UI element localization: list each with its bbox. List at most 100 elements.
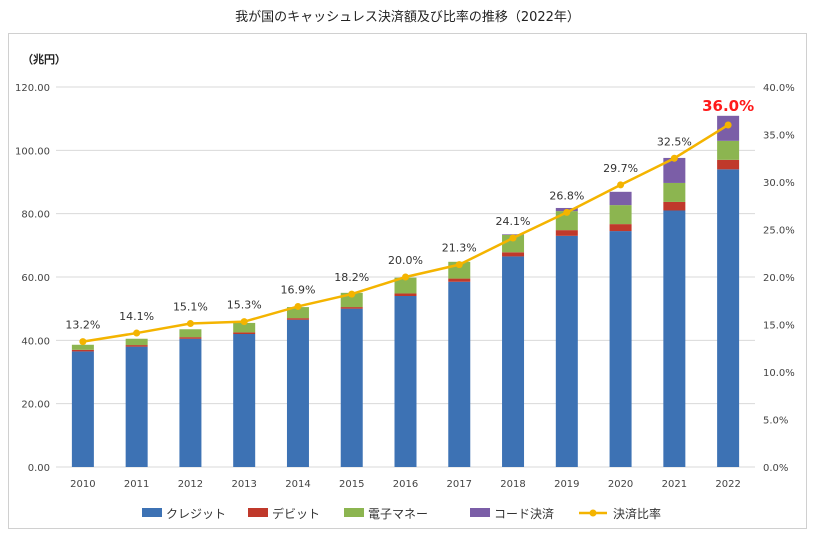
x-tick-label: 2022 (715, 479, 740, 490)
bar-segment (394, 277, 417, 294)
bar-segment (555, 235, 578, 467)
y2-tick-label: 0.0% (763, 463, 788, 474)
x-tick-label: 2011 (124, 479, 149, 490)
y2-tick-label: 15.0% (763, 321, 795, 332)
rate-point (186, 320, 194, 328)
bar-segment (286, 318, 309, 320)
bar-segment (717, 140, 740, 160)
bar-segment (179, 337, 202, 339)
bar-segment (394, 296, 417, 467)
bar-segment (502, 234, 525, 253)
bar-segment (125, 338, 148, 346)
y2-tick-label: 40.0% (763, 83, 795, 94)
bar-segment (233, 332, 256, 334)
bar-segment (125, 345, 148, 347)
x-tick-label: 2020 (608, 479, 633, 490)
bar-segment (717, 159, 740, 170)
rate-point (455, 261, 463, 269)
rate-point (563, 208, 571, 216)
legend-swatch (142, 508, 162, 517)
bar-segment (179, 329, 202, 338)
x-tick-label: 2017 (447, 479, 472, 490)
legend-swatch (470, 508, 490, 517)
rate-label: 16.9% (280, 283, 315, 296)
bar-segment (394, 293, 417, 296)
bar-segment (340, 307, 363, 309)
rate-point (79, 338, 87, 346)
legend-label: 決済比率 (613, 506, 661, 521)
rate-label: 32.5% (657, 135, 692, 148)
bar-segment (233, 322, 256, 333)
bar-segment (71, 351, 94, 467)
y-tick-label: 40.00 (21, 336, 50, 347)
x-tick-label: 2016 (393, 479, 418, 490)
rate-point (509, 234, 517, 242)
page-title: 我が国のキャッシュレス決済額及び比率の推移（2022年） (235, 10, 580, 25)
bar-segment (663, 157, 686, 183)
rate-label: 15.1% (173, 301, 208, 314)
bar-segment (502, 252, 525, 257)
rate-point (724, 121, 732, 129)
rate-point (617, 181, 625, 189)
rate-label: 29.7% (603, 162, 638, 175)
bar-segment (286, 307, 309, 319)
x-tick-label: 2012 (178, 479, 203, 490)
x-tick-label: 2019 (554, 479, 579, 490)
bar-segment (233, 334, 256, 467)
y2-tick-label: 10.0% (763, 368, 795, 379)
bar-segment (340, 308, 363, 467)
x-tick-label: 2015 (339, 479, 364, 490)
bar-segment (179, 338, 202, 467)
bar-segment (71, 349, 94, 352)
x-tick-label: 2010 (70, 479, 95, 490)
rate-label: 18.2% (334, 271, 369, 284)
bar-segment (448, 281, 471, 467)
rate-point (348, 290, 356, 298)
y-tick-label: 100.00 (15, 146, 50, 157)
bar-segment (502, 256, 525, 467)
rate-point (670, 154, 678, 162)
legend-swatch (248, 508, 268, 517)
bar-segment (717, 169, 740, 468)
bar-segment (609, 231, 632, 467)
rate-label: 20.0% (388, 254, 423, 267)
legend-swatch (344, 508, 364, 517)
x-tick-label: 2021 (662, 479, 687, 490)
y2-tick-label: 30.0% (763, 178, 795, 189)
bar-segment (663, 201, 686, 211)
x-tick-label: 2014 (285, 479, 310, 490)
bar-segment (609, 205, 632, 225)
bar-segment (663, 182, 686, 202)
rate-label: 15.3% (227, 299, 262, 312)
bar-segment (286, 319, 309, 467)
bar-segment (125, 346, 148, 467)
legend-label: デビット (272, 506, 320, 521)
legend-label: クレジット (166, 507, 226, 521)
y-unit-label: （兆円） (22, 52, 66, 66)
x-tick-label: 2013 (231, 479, 256, 490)
bar-segment (609, 224, 632, 232)
rate-point (294, 302, 302, 310)
y2-tick-label: 5.0% (763, 416, 788, 427)
bar-segment (609, 191, 632, 206)
legend-label: コード決済 (494, 506, 554, 521)
x-tick-label: 2018 (500, 479, 525, 490)
y-tick-label: 0.00 (28, 463, 50, 474)
bar-segment (555, 230, 578, 236)
rate-label: 26.8% (549, 189, 584, 202)
bar-segment (71, 344, 94, 350)
rate-point (133, 329, 141, 337)
bar-segment (448, 278, 471, 282)
legend-label: 電子マネー (368, 507, 428, 521)
y-tick-label: 120.00 (15, 83, 50, 94)
rate-label: 24.1% (496, 215, 531, 228)
y-tick-label: 20.00 (21, 400, 50, 411)
legend-marker (589, 509, 597, 517)
y2-tick-label: 35.0% (763, 131, 795, 142)
rate-label: 14.1% (119, 310, 154, 323)
y-tick-label: 60.00 (21, 273, 50, 284)
rate-point (240, 318, 248, 326)
rate-label-highlight: 36.0% (702, 97, 754, 115)
bar-segment (663, 210, 686, 467)
